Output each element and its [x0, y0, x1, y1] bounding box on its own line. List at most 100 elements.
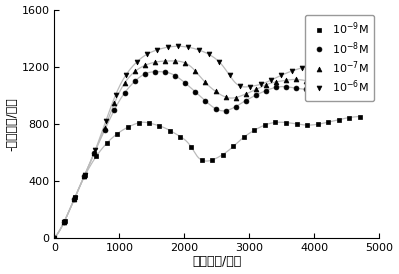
10$^{-8}$M: [62, 220, 67, 224]
10$^{-9}$M: [294, 122, 299, 125]
10$^{-7}$M: [82, 175, 87, 178]
10$^{-8}$M: [203, 99, 207, 102]
10$^{-7}$M: [122, 81, 127, 85]
10$^{-7}$M: [193, 70, 198, 73]
10$^{-7}$M: [203, 81, 207, 84]
10$^{-7}$M: [102, 126, 107, 130]
10$^{-6}$M: [237, 84, 242, 87]
10$^{-9}$M: [178, 135, 183, 138]
10$^{-9}$M: [347, 116, 352, 119]
10$^{-8}$M: [163, 70, 168, 74]
10$^{-8}$M: [223, 109, 228, 112]
10$^{-9}$M: [241, 136, 246, 139]
10$^{-6}$M: [62, 220, 67, 223]
Line: 10$^{-6}$M: 10$^{-6}$M: [52, 44, 356, 240]
10$^{-8}$M: [274, 86, 279, 89]
10$^{-9}$M: [94, 155, 99, 158]
10$^{-6}$M: [82, 173, 87, 177]
10$^{-6}$M: [351, 60, 356, 63]
10$^{-7}$M: [314, 81, 319, 84]
10$^{-8}$M: [92, 151, 97, 154]
10$^{-7}$M: [112, 102, 117, 105]
10$^{-8}$M: [183, 81, 188, 85]
Y-axis label: -阻抗虚部/欧姆: -阻抗虚部/欧姆: [6, 97, 19, 150]
10$^{-6}$M: [258, 83, 263, 86]
10$^{-8}$M: [254, 93, 259, 97]
10$^{-7}$M: [142, 64, 147, 67]
10$^{-7}$M: [284, 79, 289, 82]
10$^{-8}$M: [82, 175, 87, 178]
10$^{-7}$M: [173, 59, 178, 62]
10$^{-8}$M: [345, 85, 350, 88]
10$^{-7}$M: [254, 88, 259, 91]
10$^{-6}$M: [341, 59, 346, 62]
10$^{-6}$M: [134, 60, 139, 64]
10$^{-7}$M: [334, 79, 339, 82]
10$^{-8}$M: [173, 74, 178, 77]
10$^{-7}$M: [132, 70, 137, 73]
10$^{-6}$M: [52, 236, 57, 239]
10$^{-6}$M: [330, 60, 335, 63]
10$^{-6}$M: [165, 45, 170, 49]
Line: 10$^{-8}$M: 10$^{-8}$M: [52, 69, 350, 240]
10$^{-6}$M: [289, 70, 294, 73]
10$^{-6}$M: [206, 53, 211, 56]
10$^{-9}$M: [304, 124, 309, 127]
10$^{-6}$M: [186, 45, 191, 49]
10$^{-9}$M: [209, 158, 214, 162]
10$^{-9}$M: [284, 121, 288, 124]
10$^{-6}$M: [320, 62, 325, 65]
10$^{-6}$M: [268, 79, 273, 82]
10$^{-9}$M: [168, 129, 172, 132]
10$^{-9}$M: [220, 153, 225, 156]
10$^{-9}$M: [157, 124, 162, 127]
10$^{-8}$M: [193, 90, 198, 94]
10$^{-8}$M: [72, 197, 77, 201]
10$^{-8}$M: [324, 87, 329, 91]
10$^{-7}$M: [213, 90, 218, 93]
10$^{-9}$M: [336, 118, 341, 121]
10$^{-6}$M: [144, 53, 149, 56]
10$^{-7}$M: [92, 151, 97, 154]
10$^{-7}$M: [62, 220, 67, 224]
10$^{-8}$M: [122, 91, 127, 95]
10$^{-8}$M: [52, 236, 57, 239]
10$^{-7}$M: [294, 78, 298, 81]
Legend: 10$^{-9}$M, 10$^{-8}$M, 10$^{-7}$M, 10$^{-6}$M: 10$^{-9}$M, 10$^{-8}$M, 10$^{-7}$M, 10$^…: [305, 15, 374, 101]
10$^{-9}$M: [62, 219, 67, 223]
10$^{-7}$M: [233, 96, 238, 99]
10$^{-6}$M: [175, 45, 180, 48]
10$^{-8}$M: [243, 99, 248, 102]
10$^{-8}$M: [152, 70, 157, 73]
Line: 10$^{-7}$M: 10$^{-7}$M: [52, 58, 350, 240]
10$^{-9}$M: [358, 115, 362, 118]
10$^{-6}$M: [310, 64, 314, 67]
10$^{-8}$M: [263, 89, 268, 92]
10$^{-8}$M: [102, 129, 107, 132]
10$^{-8}$M: [314, 88, 319, 91]
10$^{-9}$M: [231, 145, 236, 148]
10$^{-9}$M: [136, 121, 141, 124]
10$^{-6}$M: [103, 119, 108, 123]
10$^{-6}$M: [124, 73, 128, 76]
10$^{-9}$M: [263, 123, 267, 127]
10$^{-7}$M: [52, 236, 57, 239]
10$^{-8}$M: [334, 86, 339, 89]
10$^{-6}$M: [113, 93, 118, 96]
10$^{-7}$M: [243, 92, 248, 96]
10$^{-9}$M: [315, 123, 320, 126]
10$^{-9}$M: [73, 195, 78, 198]
10$^{-9}$M: [52, 236, 57, 239]
10$^{-6}$M: [248, 85, 253, 88]
10$^{-9}$M: [326, 121, 331, 124]
10$^{-9}$M: [125, 125, 130, 129]
10$^{-9}$M: [189, 145, 194, 149]
10$^{-8}$M: [213, 107, 218, 110]
10$^{-8}$M: [284, 85, 289, 89]
10$^{-8}$M: [132, 79, 137, 83]
10$^{-6}$M: [227, 74, 232, 77]
X-axis label: 阻抗实部/欧姆: 阻抗实部/欧姆: [192, 255, 241, 269]
10$^{-6}$M: [72, 196, 77, 199]
10$^{-9}$M: [105, 141, 109, 145]
10$^{-8}$M: [233, 105, 238, 108]
